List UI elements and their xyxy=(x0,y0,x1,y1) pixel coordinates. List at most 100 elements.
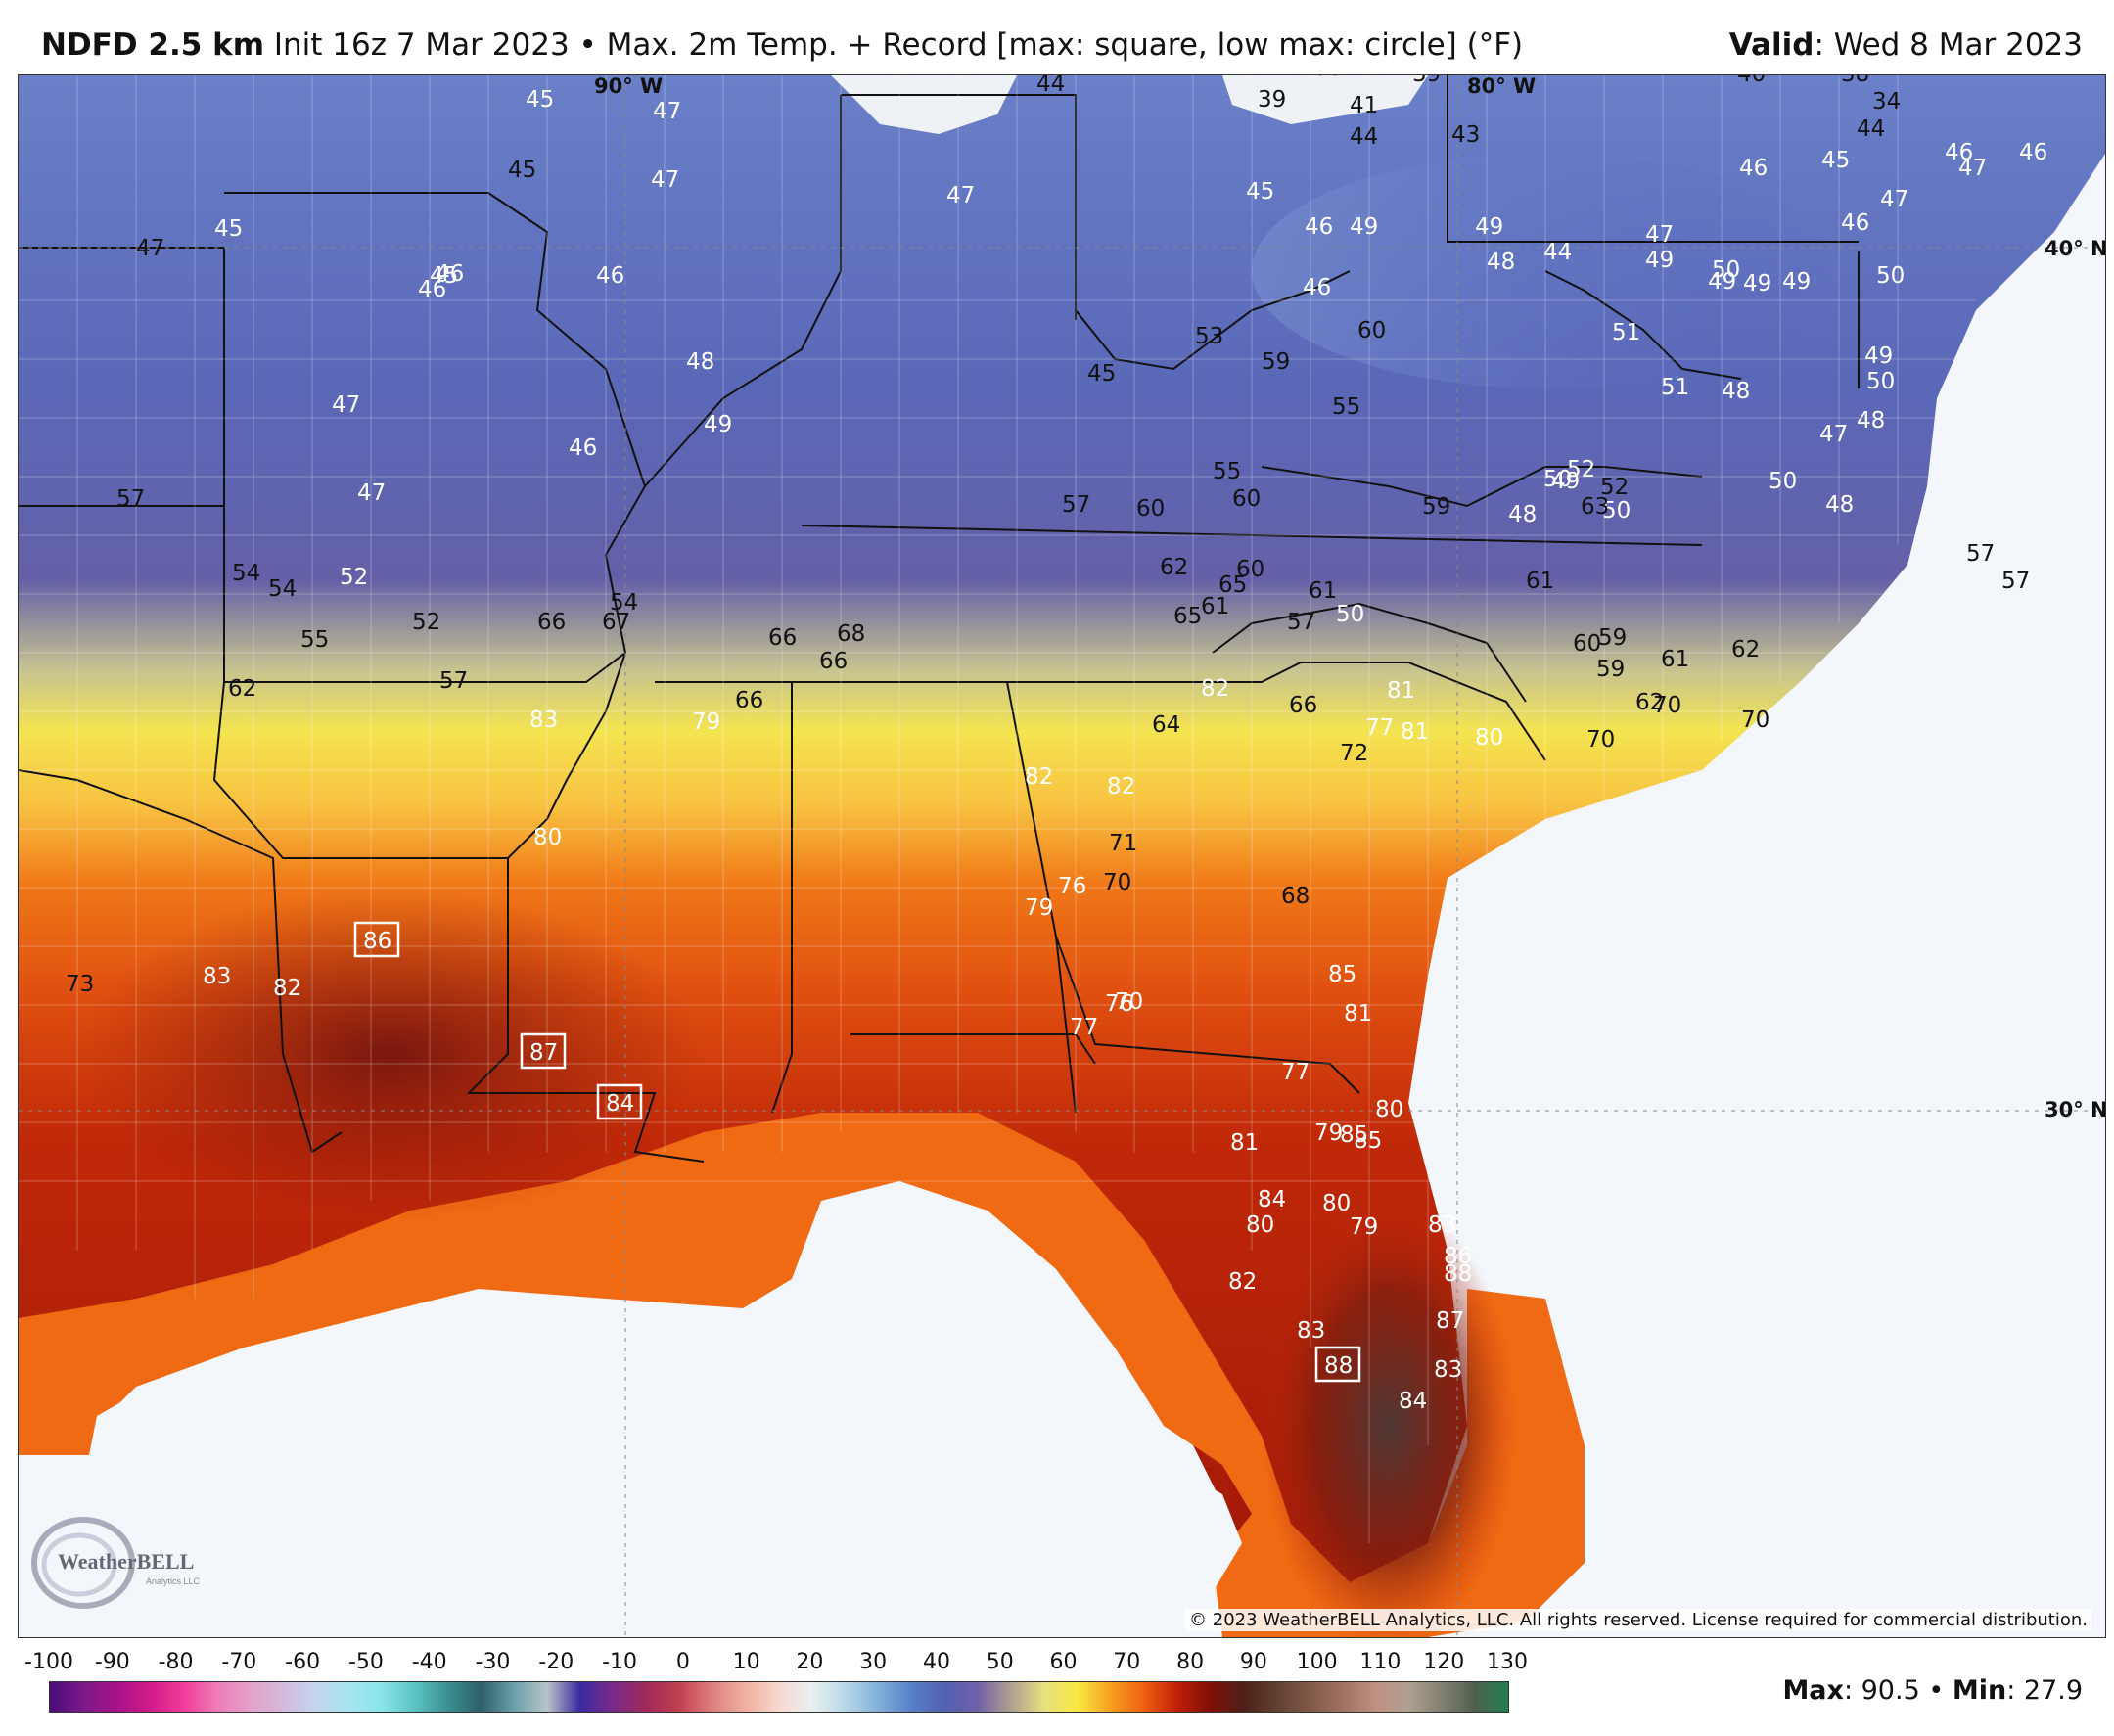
temperature-label: 48 xyxy=(1487,250,1515,275)
state-boundaries xyxy=(19,75,1860,1163)
temperature-label: 49 xyxy=(1864,343,1893,369)
temperature-label: 45 xyxy=(508,158,536,183)
max-value: : 90.5 xyxy=(1843,1675,1920,1706)
record-value: 87 xyxy=(529,1040,558,1066)
temperature-label: 88 xyxy=(1444,1261,1472,1287)
temperature-label: 51 xyxy=(1661,375,1689,400)
lake-ontario-region xyxy=(1222,75,1428,124)
lon-90-label: 90° W xyxy=(594,75,663,98)
record-value: 86 xyxy=(363,929,391,954)
legend-tick: 0 xyxy=(675,1650,690,1674)
lat-40-label: 40° N xyxy=(2045,237,2105,260)
temperature-label: 59 xyxy=(1422,494,1450,520)
temperature-label: 48 xyxy=(1722,379,1750,404)
temperature-label: 39 xyxy=(1258,87,1286,113)
temperature-label: 47 xyxy=(1819,422,1848,447)
temperature-label: 46 xyxy=(569,435,597,461)
temperature-label: 61 xyxy=(1309,578,1337,604)
temperature-label: 85 xyxy=(1340,1122,1368,1148)
temperature-label: 83 xyxy=(1428,1212,1456,1238)
temperature-label: 57 xyxy=(1966,541,1995,567)
temperature-label: 77 xyxy=(1281,1060,1310,1085)
atlantic-ocean xyxy=(1506,300,2105,1637)
temperature-label: 54 xyxy=(268,576,297,602)
temperature-label: 46 xyxy=(1739,156,1768,181)
legend-tick: 110 xyxy=(1359,1650,1402,1674)
min-value: : 27.9 xyxy=(2006,1675,2083,1706)
temperature-label: 57 xyxy=(116,486,145,512)
temperature-label: 52 xyxy=(412,610,440,635)
temperature-label: 49 xyxy=(1551,469,1580,494)
temperature-label: 57 xyxy=(439,668,468,694)
temperature-label: 52 xyxy=(1567,457,1595,482)
temperature-label: 65 xyxy=(1218,572,1247,598)
temperature-label: 66 xyxy=(735,688,763,713)
legend-ticks: -100 -90 -80 -70 -60 -50 -40 -30 -20 -10 0 10 20 30 40… xyxy=(24,1650,1556,1679)
temperature-label: 79 xyxy=(1350,1214,1378,1240)
temperature-label: 49 xyxy=(1743,271,1771,297)
legend-tick: -90 xyxy=(94,1650,130,1674)
temperature-label: 83 xyxy=(203,964,231,989)
legend-tick: 60 xyxy=(1049,1650,1078,1674)
temperature-label: 49 xyxy=(1708,269,1736,295)
temperature-label: 85 xyxy=(1328,962,1356,987)
temperature-label: 41 xyxy=(1350,93,1378,118)
temperature-label: 66 xyxy=(1289,693,1317,718)
hot-core-louisiana xyxy=(77,888,704,1220)
temperature-label: 45 xyxy=(430,263,458,289)
temperature-label: 77 xyxy=(1365,715,1394,741)
temperature-labels: 4040484547454744474547454646464846474749… xyxy=(66,75,2047,1414)
max-label: Max xyxy=(1782,1675,1844,1706)
stats-separator: • xyxy=(1919,1675,1953,1706)
temperature-label: 46 xyxy=(596,263,624,289)
legend-tick: 10 xyxy=(732,1650,760,1674)
map-panel[interactable]: 90° W 80° W 40° N 30° N 4040484547454744… xyxy=(18,74,2106,1638)
temperature-label: 81 xyxy=(1344,1001,1372,1027)
temperature-label: 55 xyxy=(1332,394,1360,420)
temperature-label: 46 xyxy=(1945,140,1973,165)
temperature-label: 71 xyxy=(1109,831,1137,856)
temperature-label: 82 xyxy=(273,976,301,1001)
legend-tick: -40 xyxy=(411,1650,447,1674)
temperature-label: 59 xyxy=(1598,625,1627,651)
record-box xyxy=(353,921,400,958)
temperature-label: 86 xyxy=(1444,1244,1472,1269)
max-min-readout: Max: 90.5 • Min: 27.9 xyxy=(1782,1675,2083,1706)
temperature-label: 53 xyxy=(1195,324,1223,349)
legend-tick: -50 xyxy=(347,1650,384,1674)
legend-tick: -30 xyxy=(475,1650,511,1674)
valid-time: Valid: Wed 8 Mar 2023 xyxy=(1729,27,2083,63)
temperature-label: 47 xyxy=(1880,187,1908,212)
legend-tick: -80 xyxy=(158,1650,194,1674)
legend-tick: 40 xyxy=(922,1650,950,1674)
temperature-label: 85 xyxy=(1354,1128,1382,1154)
temperature-label: 45 xyxy=(1821,148,1850,173)
temperature-label: 49 xyxy=(1475,214,1503,240)
temperature-label: 70 xyxy=(1103,870,1131,895)
gulf-of-mexico xyxy=(19,1201,1242,1637)
temperature-label: 62 xyxy=(1635,690,1664,715)
record-value: 84 xyxy=(606,1091,634,1117)
temperature-label: 57 xyxy=(2001,569,2030,594)
temperature-label: 72 xyxy=(1340,741,1368,766)
temperature-label: 70 xyxy=(1653,693,1681,718)
temperature-label: 80 xyxy=(1322,1191,1351,1216)
temperature-label: 48 xyxy=(1857,408,1885,434)
temperature-label: 68 xyxy=(837,621,865,647)
temperature-label: 46 xyxy=(1305,214,1333,240)
temperature-label: 45 xyxy=(1087,361,1116,387)
county-grid xyxy=(19,75,1976,1543)
temperature-label: 47 xyxy=(332,392,360,418)
temperature-label: 60 xyxy=(1573,631,1601,657)
temperature-map: 90° W 80° W 40° N 30° N 4040484547454744… xyxy=(19,75,2105,1637)
temperature-label: 47 xyxy=(946,183,975,208)
temperature-label: 50 xyxy=(1866,369,1895,394)
temperature-label: 51 xyxy=(1612,320,1640,345)
temperature-label: 47 xyxy=(1958,156,1987,181)
temperature-label: 46 xyxy=(2019,140,2047,165)
header: NDFD 2.5 km Init 16z 7 Mar 2023 • Max. 2… xyxy=(0,0,2114,70)
temperature-label: 49 xyxy=(1350,214,1378,240)
temperature-label: 87 xyxy=(1436,1308,1464,1334)
legend-tick: -100 xyxy=(24,1650,73,1674)
temperature-label: 44 xyxy=(1543,240,1572,265)
